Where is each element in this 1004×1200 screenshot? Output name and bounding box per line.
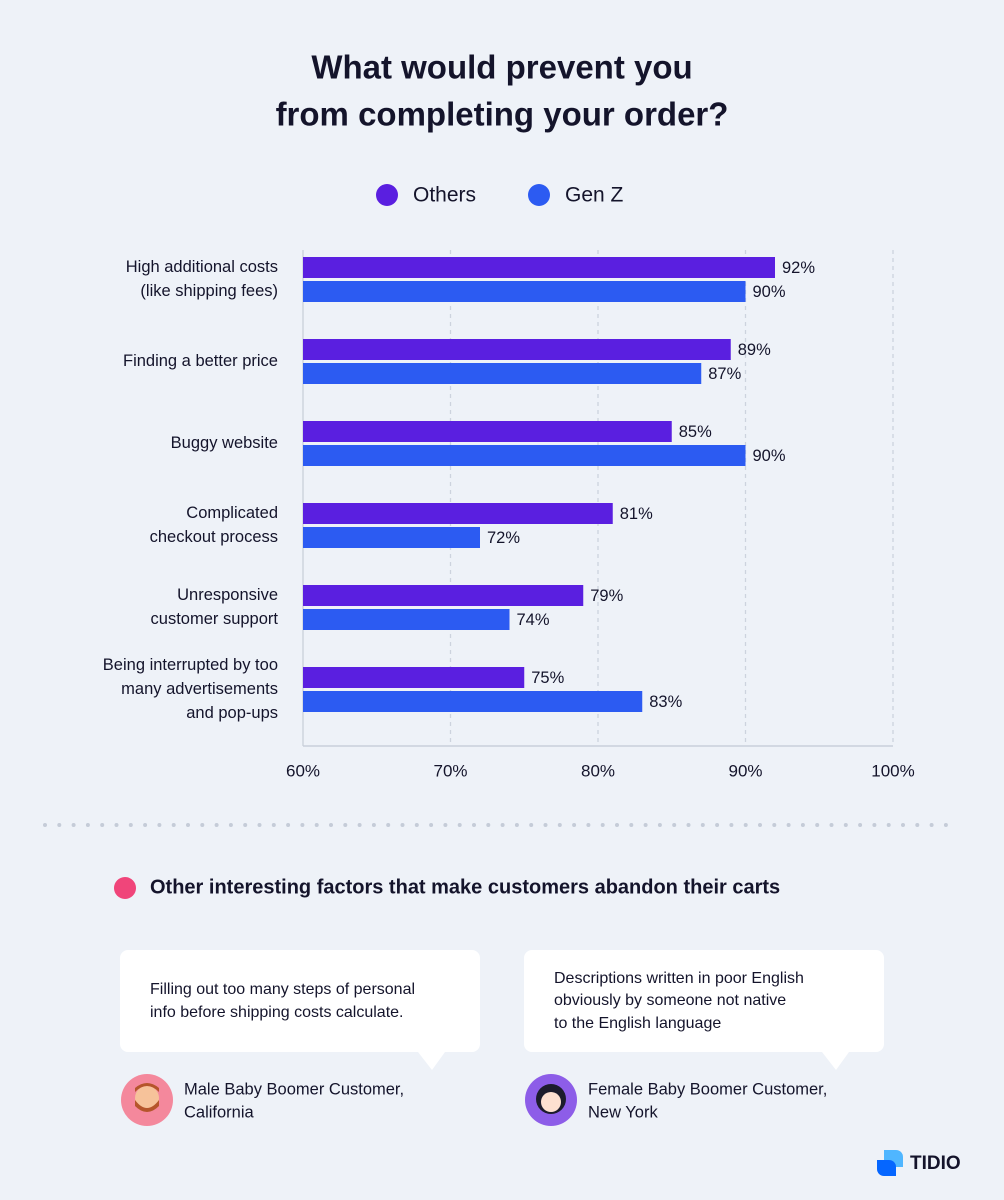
x-tick-label: 90% bbox=[728, 761, 762, 780]
legend-marker bbox=[528, 184, 550, 206]
bar bbox=[303, 445, 746, 466]
value-label: 75% bbox=[531, 669, 564, 687]
quote-text: Descriptions written in poor English bbox=[554, 970, 804, 987]
value-label: 85% bbox=[679, 423, 712, 441]
bar bbox=[303, 667, 525, 688]
x-tick-label: 100% bbox=[871, 761, 914, 780]
section-heading: Other interesting factors that make cust… bbox=[150, 876, 780, 898]
value-label: 92% bbox=[782, 259, 815, 277]
quote-card bbox=[524, 950, 884, 1070]
quote-author: Male Baby Boomer Customer, bbox=[184, 1080, 404, 1098]
y-tick-label: customer support bbox=[151, 610, 279, 628]
brand-logo bbox=[877, 1150, 903, 1176]
bullet bbox=[114, 877, 136, 899]
y-tick-label: Buggy website bbox=[171, 434, 278, 452]
avatar bbox=[525, 1074, 577, 1126]
quote-text: obviously by someone not native bbox=[554, 992, 786, 1009]
bar bbox=[303, 339, 731, 360]
legend-marker bbox=[376, 184, 398, 206]
bar bbox=[303, 527, 480, 548]
quote-text: to the English language bbox=[554, 1015, 721, 1032]
quote-text: Filling out too many steps of personal bbox=[150, 981, 415, 998]
bar bbox=[303, 257, 775, 278]
y-tick-label: and pop-ups bbox=[186, 704, 278, 722]
y-tick-label: Finding a better price bbox=[123, 352, 278, 370]
value-label: 83% bbox=[649, 693, 682, 711]
chart-title: from completing your order? bbox=[276, 96, 729, 133]
y-tick-label: High additional costs bbox=[126, 258, 278, 276]
bar bbox=[303, 363, 702, 384]
legend-label: Others bbox=[413, 184, 476, 207]
quote-text: info before shipping costs calculate. bbox=[150, 1004, 403, 1021]
x-tick-label: 80% bbox=[581, 761, 615, 780]
y-tick-label: (like shipping fees) bbox=[140, 282, 278, 300]
x-tick-label: 60% bbox=[286, 761, 320, 780]
value-label: 90% bbox=[753, 447, 786, 465]
quote-author: California bbox=[184, 1103, 255, 1121]
quote-author: New York bbox=[588, 1103, 658, 1121]
bar bbox=[303, 503, 613, 524]
quote-author: Female Baby Boomer Customer, bbox=[588, 1080, 827, 1098]
bar bbox=[303, 691, 643, 712]
value-label: 81% bbox=[620, 505, 653, 523]
bar bbox=[303, 421, 672, 442]
y-tick-label: Complicated bbox=[186, 504, 278, 522]
value-label: 74% bbox=[517, 611, 550, 629]
value-label: 87% bbox=[708, 365, 741, 383]
y-tick-label: Being interrupted by too bbox=[103, 656, 278, 674]
bar bbox=[303, 281, 746, 302]
bar bbox=[303, 585, 584, 606]
legend-label: Gen Z bbox=[565, 184, 624, 207]
avatar bbox=[121, 1074, 173, 1126]
value-label: 79% bbox=[590, 587, 623, 605]
brand-name: TIDIO bbox=[910, 1153, 961, 1174]
bar bbox=[303, 609, 510, 630]
x-tick-label: 70% bbox=[433, 761, 467, 780]
value-label: 90% bbox=[753, 283, 786, 301]
chart-title: What would prevent you bbox=[311, 49, 692, 86]
y-tick-label: checkout process bbox=[150, 528, 278, 546]
y-tick-label: Unresponsive bbox=[177, 586, 278, 604]
y-tick-label: many advertisements bbox=[121, 680, 278, 698]
value-label: 89% bbox=[738, 341, 771, 359]
value-label: 72% bbox=[487, 529, 520, 547]
quote-card bbox=[120, 950, 480, 1070]
